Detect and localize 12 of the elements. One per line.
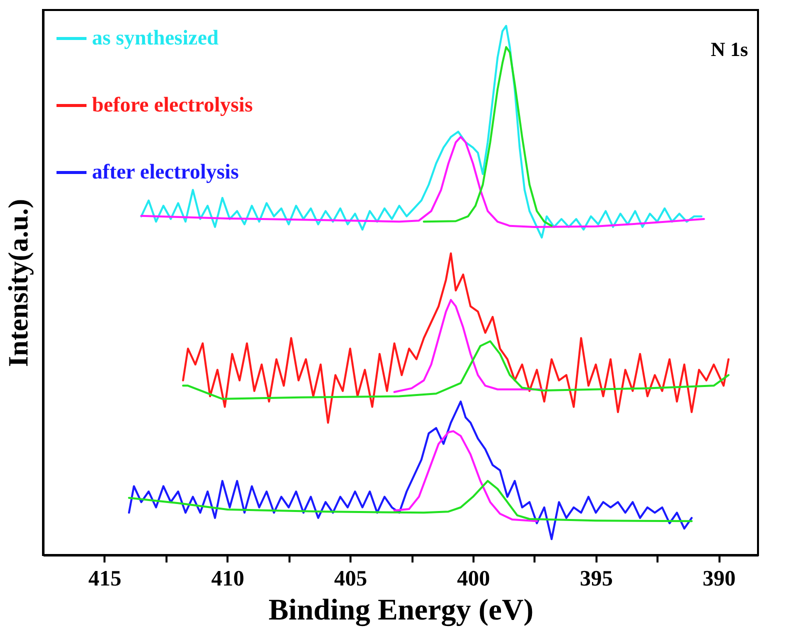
x-tick-label: 395 — [580, 566, 613, 590]
x-tick-label: 410 — [211, 566, 244, 590]
annotation: N 1s — [710, 39, 748, 61]
x-tick-label: 415 — [88, 566, 122, 590]
x-tick-label: 390 — [702, 566, 736, 590]
legend-label: before electrolysis — [92, 92, 253, 116]
y-axis-title: Intensity(a.u.) — [4, 198, 34, 368]
legend-label: as synthesized — [92, 26, 219, 50]
legend-label: after electrolysis — [92, 160, 239, 184]
x-tick-label: 405 — [334, 566, 368, 590]
x-tick-label: 400 — [456, 566, 490, 590]
x-axis-title: Binding Energy (eV) — [268, 594, 534, 626]
